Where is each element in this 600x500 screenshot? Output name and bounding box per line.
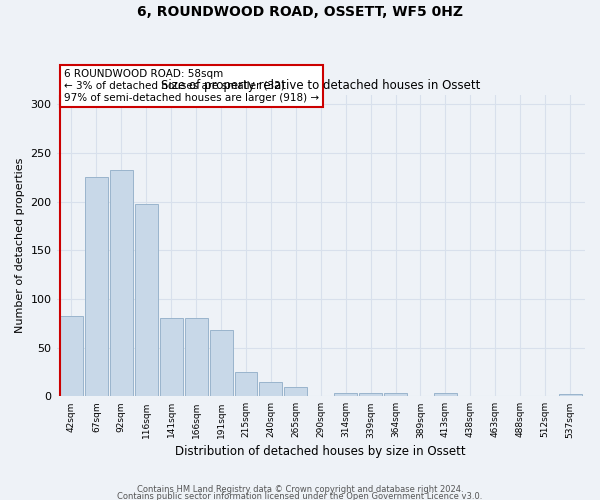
Bar (209, 330, 233, 396)
Text: Contains HM Land Registry data © Crown copyright and database right 2024.: Contains HM Land Registry data © Crown c… (137, 485, 463, 494)
Text: Contains public sector information licensed under the Open Government Licence v3: Contains public sector information licen… (118, 492, 482, 500)
Bar (185, 318, 208, 396)
Bar (259, 382, 283, 396)
Bar (160, 318, 182, 396)
Text: 6, ROUNDWOOD ROAD, OSSETT, WF5 0HZ: 6, ROUNDWOOD ROAD, OSSETT, WF5 0HZ (137, 5, 463, 19)
Bar (60, 316, 83, 396)
X-axis label: Distribution of detached houses by size in Ossett: Distribution of detached houses by size … (175, 444, 466, 458)
Bar (334, 394, 357, 396)
Bar (235, 372, 257, 396)
Text: 6 ROUNDWOOD ROAD: 58sqm
← 3% of detached houses are smaller (32)
97% of semi-det: 6 ROUNDWOOD ROAD: 58sqm ← 3% of detached… (64, 70, 319, 102)
Bar (434, 394, 457, 396)
Bar (384, 394, 407, 396)
Bar (110, 170, 133, 396)
Bar (359, 394, 382, 396)
Y-axis label: Number of detached properties: Number of detached properties (15, 158, 25, 333)
Title: Size of property relative to detached houses in Ossett: Size of property relative to detached ho… (161, 79, 481, 92)
Bar (85, 178, 108, 396)
Bar (559, 394, 581, 396)
Bar (135, 204, 158, 396)
Bar (284, 386, 307, 396)
